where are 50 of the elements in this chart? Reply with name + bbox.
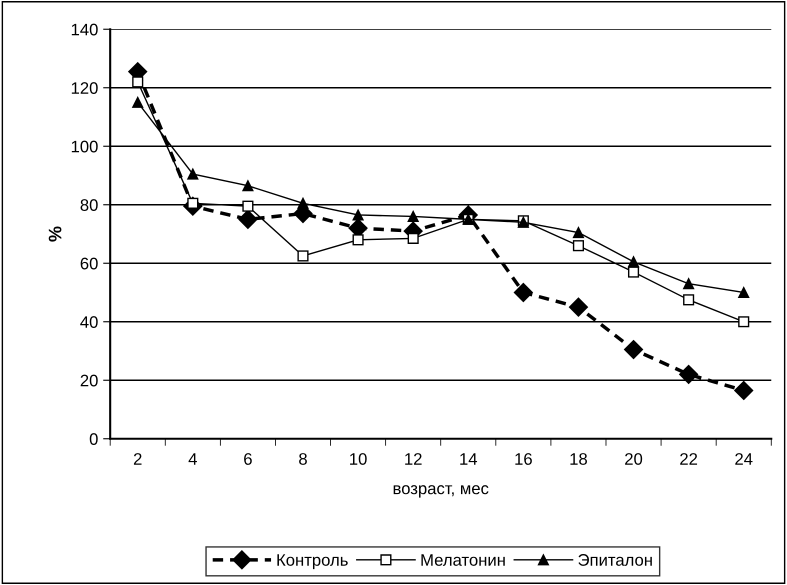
y-tick-label: 60 xyxy=(80,258,98,270)
point xyxy=(187,168,198,180)
y-tick-label: 100 xyxy=(72,140,98,152)
y-tick-label: 80 xyxy=(80,199,98,211)
point xyxy=(628,256,640,268)
y-tick-label: 0 xyxy=(90,433,98,445)
legend-label: Мелатонин xyxy=(421,554,505,566)
x-tick-label: 10 xyxy=(350,453,367,465)
x-tick-label: 14 xyxy=(460,453,478,465)
x-tick-label: 12 xyxy=(405,453,422,465)
point xyxy=(683,294,694,306)
point xyxy=(734,380,754,400)
x-tick-label: 20 xyxy=(625,453,642,465)
x-tick-label: 4 xyxy=(188,453,197,465)
x-tick-label: 16 xyxy=(515,453,532,465)
point xyxy=(408,210,419,222)
legend-label: Эпиталон xyxy=(578,554,652,566)
point xyxy=(408,232,419,244)
point xyxy=(683,278,694,290)
y-axis-title: % xyxy=(48,226,62,242)
point xyxy=(568,298,588,317)
y-tick-label: 20 xyxy=(80,374,98,386)
point xyxy=(738,316,750,328)
point xyxy=(297,198,309,209)
x-axis-title: возраст, мес xyxy=(394,485,488,498)
point xyxy=(572,226,584,238)
point xyxy=(679,364,698,384)
legend-label: Контроль xyxy=(277,554,348,570)
point xyxy=(238,210,258,229)
point xyxy=(242,180,254,192)
y-tick-label: 120 xyxy=(72,82,98,94)
point xyxy=(514,282,533,302)
point xyxy=(352,234,364,246)
x-tick-label: 24 xyxy=(735,453,752,465)
x-tick-label: 22 xyxy=(680,453,698,465)
point xyxy=(572,240,584,252)
point xyxy=(297,250,309,262)
x-tick-label: 18 xyxy=(570,453,587,465)
y-tick-label: 40 xyxy=(80,316,98,328)
point xyxy=(132,76,144,88)
y-tick-label: 140 xyxy=(72,24,98,36)
point xyxy=(132,96,144,108)
x-tick-label: 2 xyxy=(134,453,142,465)
point xyxy=(738,286,750,298)
point xyxy=(628,266,640,278)
point xyxy=(624,340,644,360)
point xyxy=(352,209,364,221)
x-tick-label: 6 xyxy=(244,453,252,465)
x-tick-label: 8 xyxy=(299,453,307,465)
point xyxy=(242,200,254,212)
